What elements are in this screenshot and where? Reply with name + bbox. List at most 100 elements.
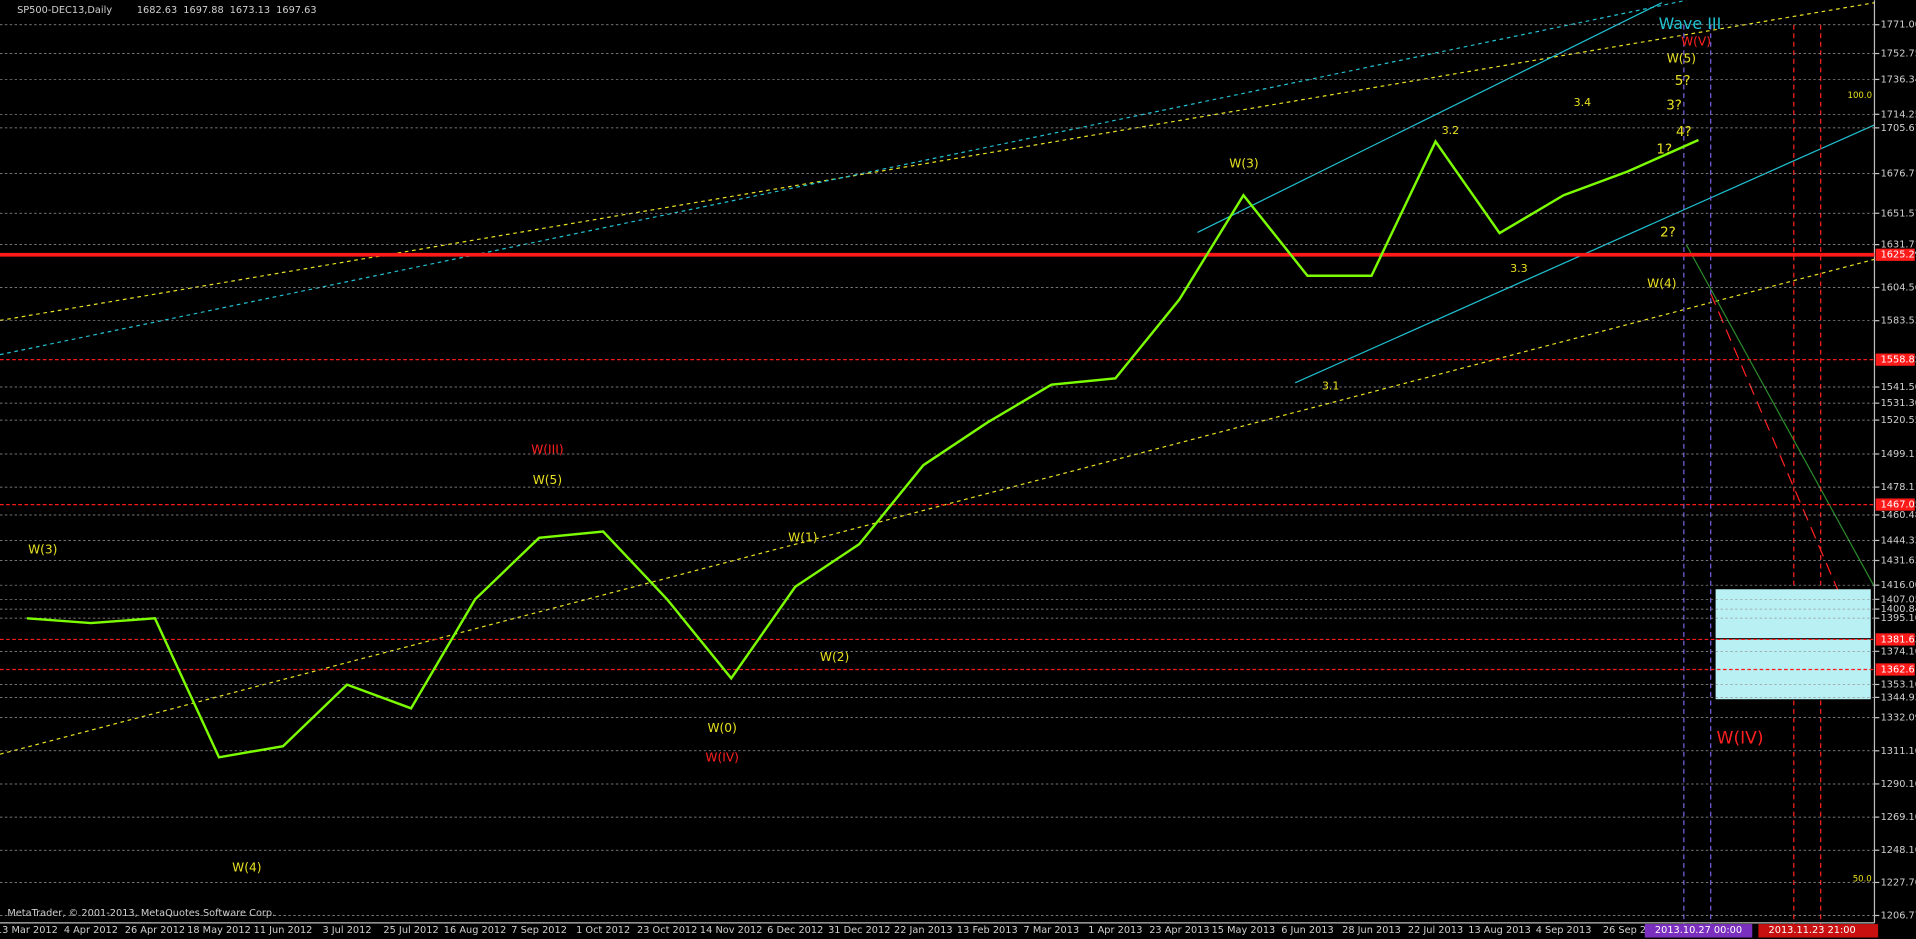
wave-label: W(3) (1229, 157, 1258, 171)
x-tick-label: 3 Jul 2012 (322, 925, 371, 936)
x-tick-label: 18 May 2012 (187, 925, 251, 936)
x-tick-label: 23 Apr 2013 (1149, 925, 1209, 936)
level-label: 1381.63 (1881, 634, 1916, 645)
trend-lines (0, 0, 1875, 929)
ohlc-value: 1697.63 (276, 5, 316, 16)
wave-label: W(5) (533, 473, 562, 487)
y-tick-label: 1604.56 (1881, 282, 1916, 293)
x-tick-label: 26 Sep 20 (1603, 925, 1652, 936)
wave-label: W(IV) (705, 750, 739, 764)
x-tick-label: 22 Jan 2013 (894, 925, 953, 936)
wave-label: W(III) (531, 442, 563, 456)
y-tick-label: 1407.05 (1881, 594, 1916, 605)
x-tick-label: 13 Feb 2013 (957, 925, 1018, 936)
wave-label: W(5) (1667, 51, 1696, 65)
level-label: 1362.6 (1881, 664, 1915, 675)
y-tick-label: 1583.53 (1881, 316, 1916, 327)
x-tick-label: 2013.10.27 00:00 (1655, 925, 1742, 936)
y-tick-label: 1248.10 (1881, 845, 1916, 856)
wave-label: 5? (1675, 74, 1691, 89)
wave-label: W(4) (232, 860, 261, 874)
y-tick-label: 1400.84 (1881, 604, 1916, 615)
wave-label: W(3) (28, 543, 57, 557)
x-tick-label: 7 Mar 2013 (1024, 925, 1080, 936)
x-tick-label: 13 Mar 2012 (0, 925, 58, 936)
wave-label: 2? (1660, 225, 1676, 240)
y-tick-label: 1771.00 (1881, 20, 1916, 31)
level-label: 1467.05 (1881, 500, 1916, 511)
x-tick-label: 23 Oct 2012 (637, 925, 697, 936)
wave-label: 3.2 (1442, 124, 1459, 137)
y-tick-label: 1311.10 (1881, 746, 1916, 757)
ohlc-value: 1697.88 (183, 5, 223, 16)
y-tick-label: 1332.09 (1881, 713, 1916, 724)
y-tick-label: 1344.93 (1881, 692, 1916, 703)
level-label-box (1875, 248, 1915, 261)
footer: MetaTrader, © 2001-2013, MetaQuotes Soft… (7, 908, 275, 919)
y-tick-label: 1444.33 (1881, 535, 1916, 546)
y-tick-label: 1478.11 (1881, 482, 1916, 493)
wave-label: 100.0 (1848, 91, 1872, 101)
x-tick-label: 1 Apr 2013 (1088, 925, 1142, 936)
y-tick-label: 1269.10 (1881, 812, 1916, 823)
x-tick-label: 22 Jul 2013 (1408, 925, 1463, 936)
level-label-box (1875, 353, 1915, 366)
level-label-box (1875, 663, 1915, 676)
wave-label: W(V) (1681, 34, 1711, 48)
x-tick-label: 4 Apr 2012 (64, 925, 118, 936)
wave-label: 1? (1656, 142, 1672, 157)
x-tick-label: 31 Dec 2012 (828, 925, 890, 936)
x-tick-label: 26 Apr 2012 (125, 925, 185, 936)
price-line (26, 138, 1699, 759)
y-tick-label: 1290.10 (1881, 779, 1916, 790)
x-tick-label: 1 Oct 2012 (576, 925, 630, 936)
y-tick-label: 1676.71 (1881, 169, 1916, 180)
x-tick-label: 16 Aug 2012 (444, 925, 507, 936)
ohlc-value: 1682.63 (137, 5, 177, 16)
x-tick-label: 11 Jun 2012 (254, 925, 313, 936)
x-tick-label: 6 Jun 2013 (1281, 925, 1334, 936)
wave-label: 3? (1666, 98, 1682, 113)
y-tick-label: 1736.34 (1881, 74, 1916, 85)
y-tick-label: 1499.11 (1881, 449, 1916, 460)
wave-label: 3.3 (1510, 262, 1527, 275)
level-label-box (1875, 498, 1915, 511)
y-tick-label: 1416.00 (1881, 580, 1916, 591)
y-tick-label: 1227.70 (1881, 877, 1916, 888)
x-tick-label: 13 Aug 2013 (1468, 925, 1531, 936)
y-tick-label: 1631.71 (1881, 240, 1916, 251)
y-tick-label: 1374.10 (1881, 646, 1916, 657)
y-tick-label: 1705.67 (1881, 123, 1916, 134)
wave-label: 3.1 (1322, 379, 1339, 392)
wave-label: 4? (1676, 125, 1692, 140)
x-tick-label: 14 Nov 2012 (700, 925, 763, 936)
y-tick-label: 1395.10 (1881, 613, 1916, 624)
y-tick-label: 1531.30 (1881, 398, 1916, 409)
y-tick-label: 1752.75 (1881, 49, 1916, 60)
wave-label: W(4) (1647, 276, 1676, 290)
wave-label: W(IV) (1717, 728, 1764, 748)
wave-label: Wave III (1659, 14, 1722, 33)
wave-label: 3.4 (1574, 96, 1591, 109)
y-tick-label: 1541.50 (1881, 382, 1916, 393)
x-label-box (1758, 924, 1879, 938)
x-tick-label: 25 Jul 2012 (383, 925, 438, 936)
x-tick-label: 7 Sep 2012 (511, 925, 567, 936)
x-tick-label: 2013.11.23 21:00 (1769, 925, 1856, 936)
y-tick-label: 1431.63 (1881, 556, 1916, 567)
ohlc-value: 1673.13 (230, 5, 270, 16)
y-tick-label: 1353.10 (1881, 679, 1916, 690)
wave-label: W(1) (788, 530, 817, 544)
y-tick-label: 1714.25 (1881, 109, 1916, 120)
level-label: 1625.29 (1881, 250, 1916, 261)
x-tick-label: 6 Dec 2012 (767, 925, 823, 936)
x-tick-label: 15 May 2013 (1212, 925, 1276, 936)
level-label: 1558.85 (1881, 355, 1916, 366)
y-tick-label: 1520.55 (1881, 415, 1916, 426)
level-label-box (1875, 633, 1915, 646)
wave-label: W(0) (707, 721, 736, 735)
x-tick-label: 28 Jun 2013 (1342, 925, 1401, 936)
